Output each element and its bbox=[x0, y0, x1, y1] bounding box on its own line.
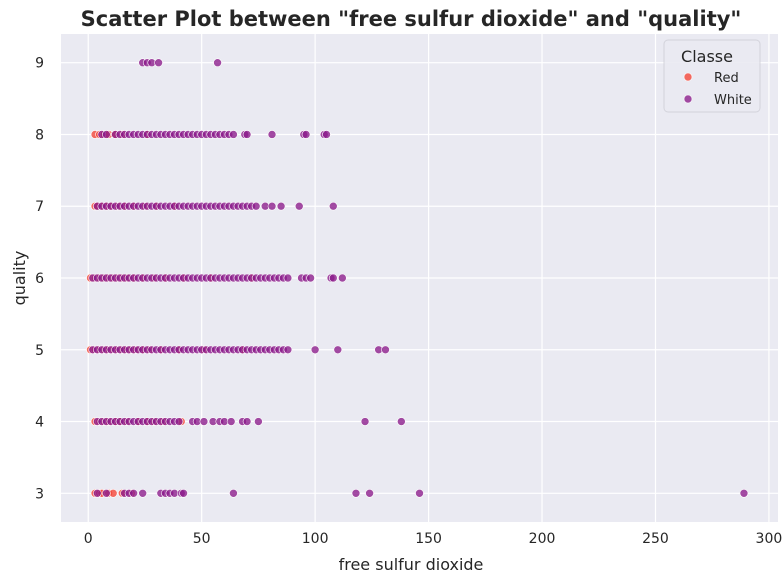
data-point-white bbox=[739, 488, 749, 498]
x-tick-label: 250 bbox=[642, 531, 669, 547]
legend-box bbox=[663, 39, 761, 113]
data-point-white bbox=[360, 417, 370, 426]
legend-label-red: Red bbox=[714, 71, 739, 86]
data-point-white bbox=[310, 345, 320, 355]
data-point-white bbox=[199, 417, 209, 426]
y-tick-label: 8 bbox=[35, 127, 44, 143]
data-point-white bbox=[229, 130, 238, 139]
data-point-white bbox=[129, 488, 138, 498]
data-point-white bbox=[415, 488, 424, 498]
y-tick-label: 5 bbox=[35, 343, 44, 359]
data-point-white bbox=[138, 488, 147, 498]
data-point-white bbox=[254, 417, 263, 426]
data-point-white bbox=[213, 58, 222, 68]
data-points bbox=[86, 58, 749, 498]
data-point-white bbox=[267, 201, 277, 211]
data-point-white bbox=[365, 488, 374, 498]
x-tick-label: 200 bbox=[529, 531, 556, 547]
legend-label-white: White bbox=[714, 93, 752, 108]
y-axis-label: quality bbox=[10, 251, 29, 306]
data-point-white bbox=[333, 345, 343, 355]
data-point-white bbox=[267, 130, 277, 139]
data-point-white bbox=[154, 58, 163, 68]
data-point-white bbox=[226, 417, 236, 426]
data-point-white bbox=[229, 488, 238, 498]
legend: Classe Red White bbox=[663, 39, 761, 113]
series-white bbox=[88, 58, 749, 498]
x-tick-labels: 0 50 100 150 200 250 300 bbox=[84, 531, 783, 547]
y-tick-labels: 3 4 5 6 7 8 9 bbox=[35, 56, 44, 503]
data-point-white bbox=[283, 345, 293, 355]
y-tick-label: 6 bbox=[35, 271, 44, 287]
data-point-white bbox=[306, 273, 315, 283]
data-point-white bbox=[102, 488, 111, 498]
data-point-white bbox=[174, 417, 184, 426]
data-point-white bbox=[381, 345, 390, 355]
data-point-white bbox=[179, 488, 188, 498]
legend-marker-red bbox=[683, 72, 693, 82]
data-point-white bbox=[328, 201, 338, 211]
y-tick-label: 9 bbox=[35, 56, 44, 72]
x-tick-label: 100 bbox=[302, 531, 329, 547]
data-point-white bbox=[242, 417, 252, 426]
data-point-white bbox=[301, 130, 311, 139]
data-point-white bbox=[351, 488, 361, 498]
data-point-white bbox=[251, 201, 261, 211]
chart-title: Scatter Plot between "free sulfur dioxid… bbox=[81, 7, 742, 31]
x-tick-label: 50 bbox=[193, 531, 211, 547]
x-tick-label: 300 bbox=[756, 531, 783, 547]
y-tick-label: 7 bbox=[35, 199, 44, 215]
x-axis-label: free sulfur dioxide bbox=[339, 555, 484, 574]
data-point-white bbox=[102, 130, 111, 139]
data-point-white bbox=[242, 130, 252, 139]
legend-marker-white bbox=[683, 94, 693, 104]
data-point-white bbox=[294, 201, 304, 211]
data-point-white bbox=[283, 273, 293, 283]
data-point-white bbox=[397, 417, 406, 426]
legend-title: Classe bbox=[681, 47, 733, 66]
x-tick-label: 0 bbox=[84, 531, 93, 547]
y-tick-label: 4 bbox=[35, 415, 44, 431]
data-point-white bbox=[276, 201, 286, 211]
y-tick-label: 3 bbox=[35, 486, 44, 502]
data-point-white bbox=[328, 273, 338, 283]
data-point-white bbox=[93, 488, 102, 498]
data-point-white bbox=[338, 273, 347, 283]
x-tick-label: 150 bbox=[415, 531, 442, 547]
data-point-white bbox=[322, 130, 331, 139]
